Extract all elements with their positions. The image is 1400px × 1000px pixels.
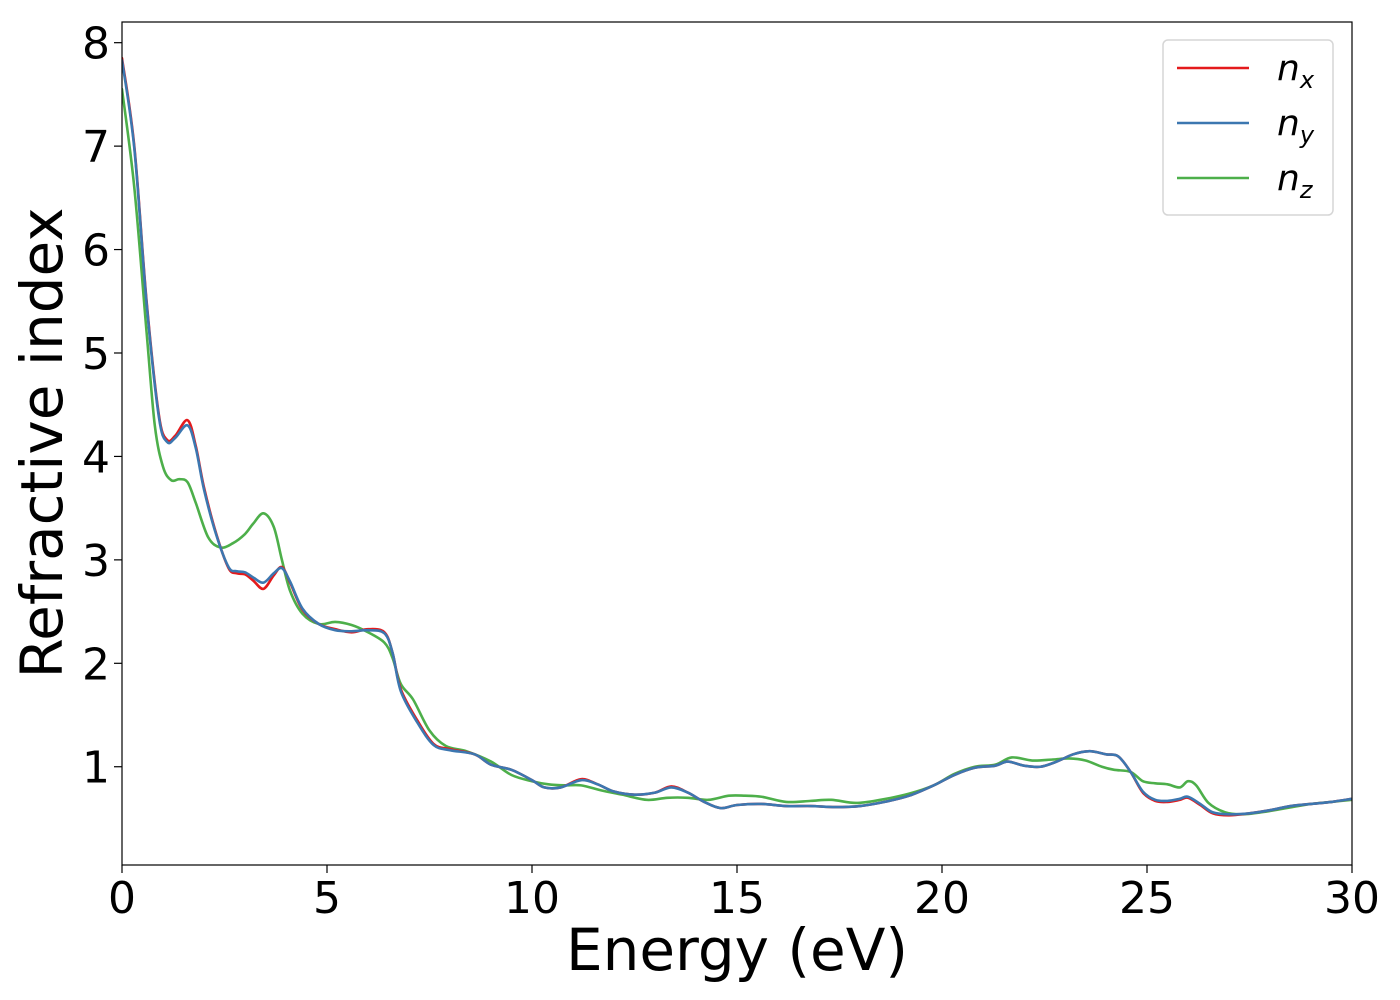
y-tick-label: 6 [82, 226, 110, 277]
y-tick-label: 3 [82, 536, 110, 587]
series-line-nz [122, 87, 1352, 816]
legend-box [1162, 39, 1334, 216]
legend-label-ny: ny [1277, 103, 1315, 149]
y-tick-label: 2 [82, 639, 110, 690]
legend: nx ny nz [1162, 39, 1334, 216]
x-tick-label: 5 [313, 873, 341, 924]
y-tick-label: 8 [82, 19, 110, 70]
y-tick-label: 5 [82, 329, 110, 380]
series-line-ny [122, 58, 1352, 816]
x-tick-label: 25 [1119, 873, 1175, 924]
x-tick-label: 15 [709, 873, 765, 924]
y-tick-label: 7 [82, 122, 110, 173]
x-tick-label: 10 [504, 873, 560, 924]
axes-layer: 0 5 10 15 20 25 30 1 2 3 4 5 6 7 8 [82, 19, 1380, 924]
legend-label-nz: nz [1277, 158, 1314, 204]
x-tick-label: 30 [1324, 873, 1380, 924]
x-axis-label: Energy (eV) [566, 916, 908, 984]
series-layer [122, 56, 1352, 817]
y-tick-label: 1 [82, 743, 110, 794]
y-tick-label: 4 [82, 432, 110, 483]
x-tick-label: 0 [108, 873, 136, 924]
x-tick-label: 20 [914, 873, 970, 924]
y-axis-label: Refractive index [8, 207, 76, 678]
legend-label-nx: nx [1277, 48, 1315, 94]
